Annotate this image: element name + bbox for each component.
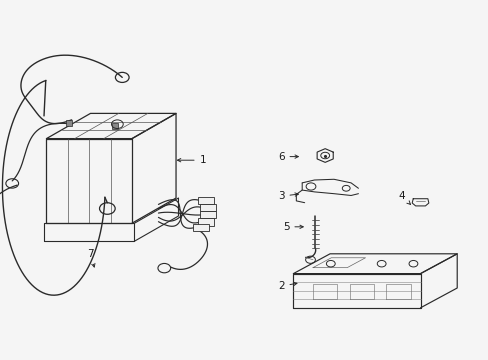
FancyBboxPatch shape — [200, 204, 216, 211]
Text: 2: 2 — [277, 281, 296, 291]
Text: 5: 5 — [282, 222, 303, 232]
Text: 1: 1 — [177, 155, 206, 165]
Text: 4: 4 — [398, 191, 409, 204]
Text: 7: 7 — [87, 249, 95, 267]
FancyBboxPatch shape — [198, 197, 213, 204]
Text: 6: 6 — [277, 152, 298, 162]
FancyBboxPatch shape — [198, 219, 213, 226]
Text: 3: 3 — [277, 191, 298, 201]
FancyBboxPatch shape — [200, 211, 216, 219]
FancyBboxPatch shape — [193, 224, 208, 231]
